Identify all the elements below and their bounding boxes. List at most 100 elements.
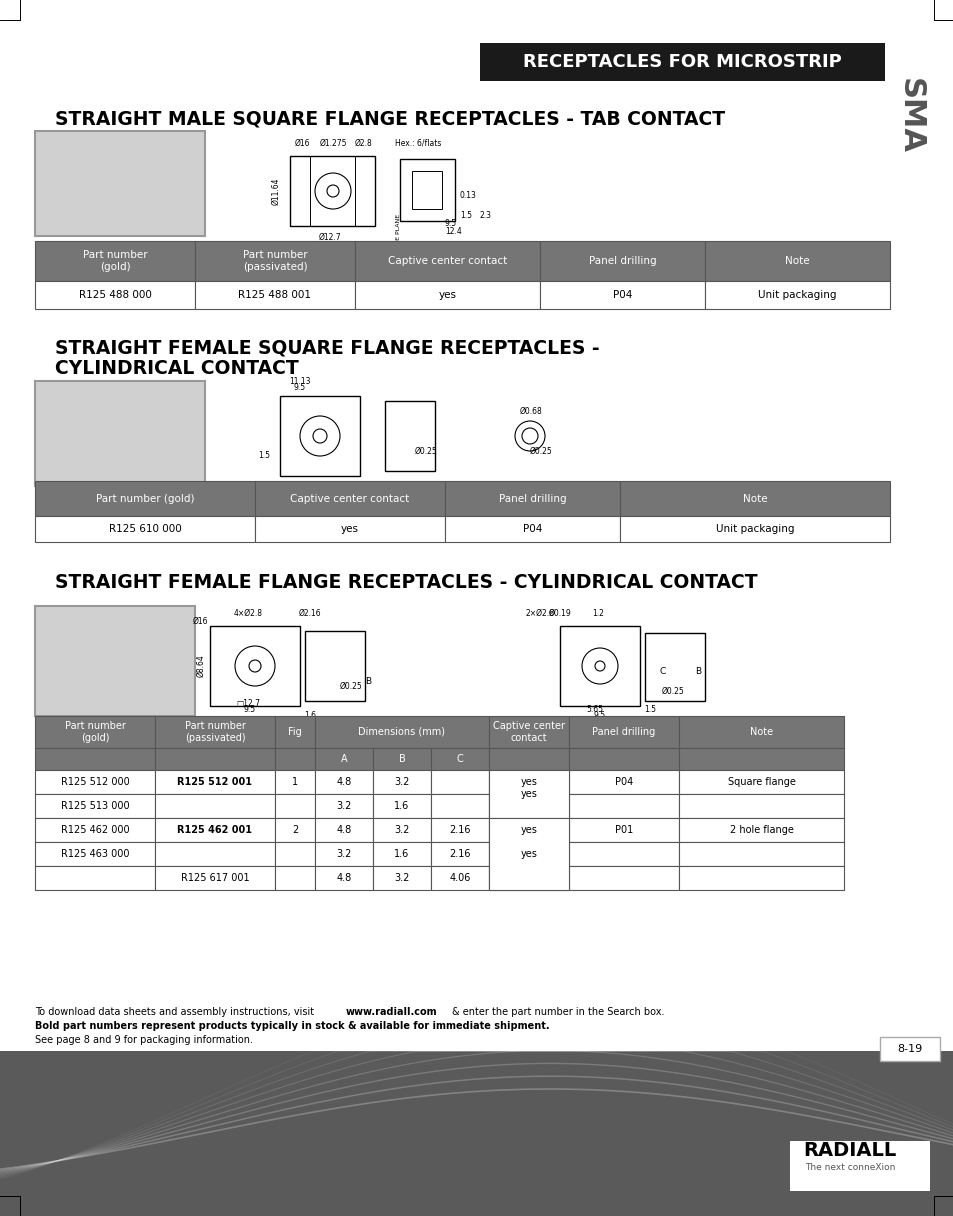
Bar <box>399 159 455 221</box>
Bar <box>568 818 679 841</box>
Text: Unit packaging: Unit packaging <box>715 524 794 534</box>
Text: 1.2: 1.2 <box>592 609 603 618</box>
Text: yes: yes <box>438 289 456 300</box>
Bar <box>479 43 884 81</box>
Text: 3.2: 3.2 <box>394 777 409 787</box>
Bar <box>210 626 299 706</box>
Bar <box>314 794 373 818</box>
Text: 1.6: 1.6 <box>394 849 409 858</box>
Text: 0.13: 0.13 <box>459 191 476 201</box>
Text: 2×Ø2.6: 2×Ø2.6 <box>525 609 554 618</box>
Text: 4×Ø2.8: 4×Ø2.8 <box>233 609 262 618</box>
Text: R125 488 001: R125 488 001 <box>238 289 312 300</box>
Text: 2: 2 <box>292 824 297 835</box>
Bar <box>35 516 254 542</box>
Bar <box>373 748 431 770</box>
Bar <box>373 818 431 841</box>
Text: Fig. 2: Fig. 2 <box>646 724 673 733</box>
Bar <box>35 818 154 841</box>
Bar <box>559 626 639 706</box>
Text: Ø8.64: Ø8.64 <box>195 654 205 677</box>
Bar <box>314 748 373 770</box>
Text: R125 610 000: R125 610 000 <box>109 524 181 534</box>
Text: yes: yes <box>520 849 537 858</box>
Text: P04: P04 <box>615 777 633 787</box>
Bar <box>154 841 274 866</box>
Text: P04: P04 <box>522 524 541 534</box>
Bar <box>568 748 679 770</box>
Bar <box>314 818 373 841</box>
Bar <box>679 716 843 748</box>
Bar <box>704 241 889 281</box>
Text: B: B <box>332 720 337 730</box>
Bar <box>355 281 539 309</box>
Bar <box>385 401 435 471</box>
Text: Unit packaging: Unit packaging <box>758 289 836 300</box>
Bar <box>35 748 154 770</box>
Text: Ø2.8: Ø2.8 <box>355 139 373 148</box>
Text: C: C <box>659 666 665 676</box>
Text: 8-19: 8-19 <box>897 1045 922 1054</box>
Bar <box>274 841 314 866</box>
Bar <box>35 482 254 516</box>
Bar <box>373 866 431 890</box>
Text: 2.16: 2.16 <box>449 849 470 858</box>
Bar <box>274 818 314 841</box>
Bar <box>539 281 704 309</box>
Text: Part number
(gold): Part number (gold) <box>65 721 125 743</box>
Text: □12.7: □12.7 <box>235 699 260 708</box>
Text: 1.6: 1.6 <box>304 711 315 720</box>
Text: R125 512 001: R125 512 001 <box>177 777 253 787</box>
Bar <box>489 818 568 841</box>
Bar <box>35 241 194 281</box>
Bar <box>373 770 431 794</box>
Text: 11.13: 11.13 <box>289 377 311 385</box>
Bar <box>373 794 431 818</box>
Text: 3.2: 3.2 <box>336 801 352 811</box>
Bar <box>489 770 568 794</box>
Text: Captive center contact: Captive center contact <box>388 257 507 266</box>
Bar <box>489 748 568 770</box>
Bar <box>568 866 679 890</box>
Text: B: B <box>398 754 405 764</box>
Bar <box>154 866 274 890</box>
Text: The next conneXion: The next conneXion <box>804 1164 894 1172</box>
Text: 1.5: 1.5 <box>643 705 656 714</box>
Text: CYLINDRICAL CONTACT: CYLINDRICAL CONTACT <box>55 359 298 377</box>
Bar <box>154 716 274 748</box>
Bar <box>489 841 568 866</box>
Text: Part number
(gold): Part number (gold) <box>83 250 147 272</box>
Bar <box>280 396 359 475</box>
Text: R125 462 001: R125 462 001 <box>177 824 253 835</box>
Text: 1.6: 1.6 <box>394 801 409 811</box>
Bar <box>568 794 679 818</box>
Bar <box>679 818 843 841</box>
Text: & enter the part number in the Search box.: & enter the part number in the Search bo… <box>452 1007 664 1017</box>
Bar <box>154 794 274 818</box>
Text: 12.4: 12.4 <box>444 226 461 236</box>
Text: Note: Note <box>741 494 766 503</box>
Text: STRAIGHT FEMALE SQUARE FLANGE RECEPTACLES -: STRAIGHT FEMALE SQUARE FLANGE RECEPTACLE… <box>55 338 599 358</box>
Bar <box>679 770 843 794</box>
Text: www.radiall.com: www.radiall.com <box>346 1007 437 1017</box>
Text: To download data sheets and assembly instructions, visit: To download data sheets and assembly ins… <box>35 1007 314 1017</box>
Bar <box>431 794 489 818</box>
Bar <box>274 748 314 770</box>
Text: 4.8: 4.8 <box>336 824 352 835</box>
Bar <box>274 794 314 818</box>
Bar <box>444 516 619 542</box>
Bar <box>431 818 489 841</box>
Text: Hex.: 6/flats: Hex.: 6/flats <box>395 139 441 148</box>
Bar <box>254 482 444 516</box>
Text: A: A <box>247 720 253 730</box>
Bar <box>431 748 489 770</box>
Text: P01: P01 <box>615 824 633 835</box>
Text: Ø1.275: Ø1.275 <box>319 139 347 148</box>
Bar <box>314 866 373 890</box>
Text: 3.2: 3.2 <box>394 873 409 883</box>
Text: Ø0.19: Ø0.19 <box>548 609 571 618</box>
Bar <box>35 281 194 309</box>
Bar <box>290 156 375 226</box>
Bar <box>619 482 889 516</box>
Text: Ø0.68: Ø0.68 <box>519 407 542 416</box>
